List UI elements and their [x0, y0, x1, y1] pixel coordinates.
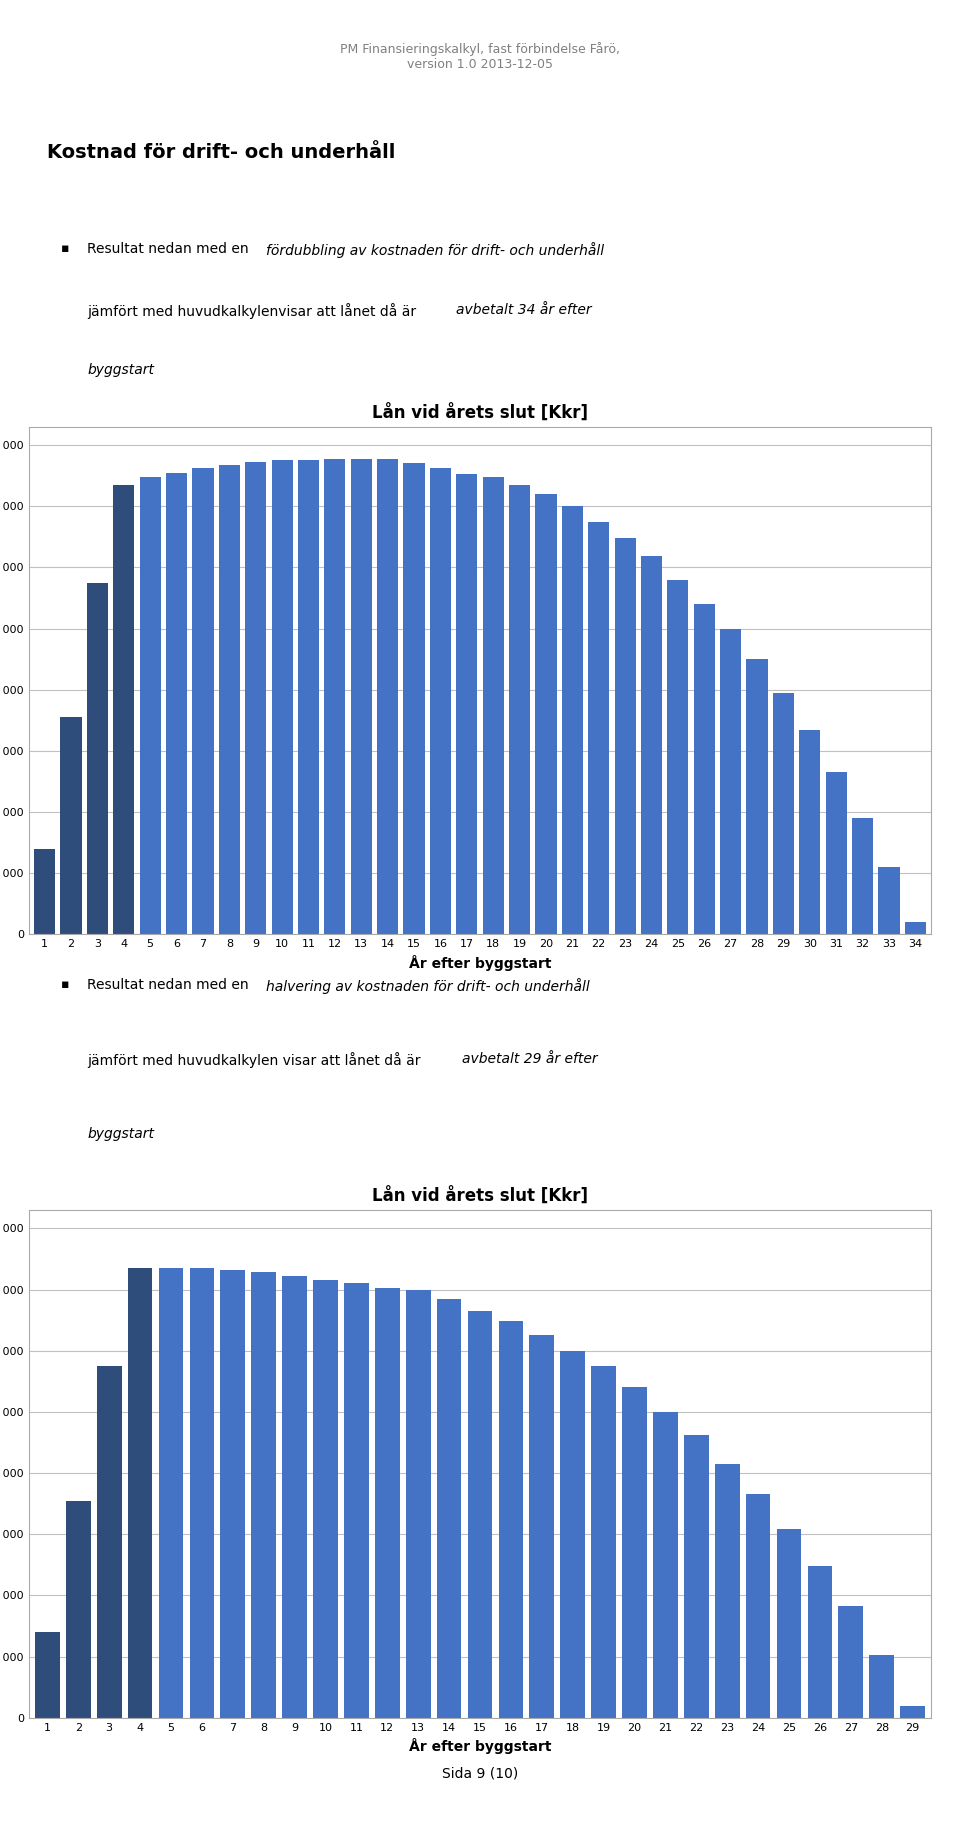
Bar	[66, 1501, 90, 1719]
Bar	[509, 484, 530, 934]
X-axis label: År efter byggstart: År efter byggstart	[409, 954, 551, 971]
Text: jämfört med huvudkalkylen visar att lånet då är: jämfört med huvudkalkylen visar att låne…	[87, 1052, 425, 1068]
Bar	[221, 1269, 245, 1719]
Text: PM Finansieringskalkyl, fast förbindelse Fårö,
version 1.0 2013-12-05: PM Finansieringskalkyl, fast förbindelse…	[340, 42, 620, 72]
Text: byggstart: byggstart	[87, 1127, 155, 1140]
Bar	[430, 468, 451, 934]
Bar	[406, 1289, 430, 1719]
Bar	[900, 1706, 925, 1719]
Bar	[715, 1464, 739, 1719]
Bar	[86, 582, 108, 934]
Bar	[113, 484, 134, 934]
Bar	[905, 923, 926, 934]
Bar	[34, 849, 55, 934]
X-axis label: År efter byggstart: År efter byggstart	[409, 1739, 551, 1754]
Bar	[498, 1321, 523, 1719]
Bar	[530, 1335, 554, 1719]
Bar	[192, 468, 213, 934]
Bar	[747, 659, 768, 934]
Bar	[667, 580, 688, 934]
Text: fördubbling av kostnaden för drift- och underhåll: fördubbling av kostnaden för drift- och …	[266, 243, 604, 258]
Bar	[377, 459, 398, 934]
Bar	[641, 556, 662, 934]
Bar	[272, 460, 293, 934]
Bar	[437, 1299, 462, 1719]
Bar	[468, 1312, 492, 1719]
Bar	[313, 1280, 338, 1719]
Bar	[60, 717, 82, 934]
Bar	[298, 460, 319, 934]
Text: ▪: ▪	[60, 243, 69, 256]
Bar	[252, 1273, 276, 1719]
Bar	[282, 1277, 307, 1719]
Bar	[684, 1435, 708, 1719]
Text: Sida 9 (10): Sida 9 (10)	[442, 1766, 518, 1779]
Text: avbetalt 34 år efter: avbetalt 34 år efter	[456, 302, 591, 317]
Text: Resultat nedan med en: Resultat nedan med en	[87, 243, 253, 256]
Bar	[350, 459, 372, 934]
Bar	[838, 1606, 863, 1719]
Text: Kostnad för drift- och underhåll: Kostnad för drift- och underhåll	[47, 144, 396, 162]
Bar	[97, 1367, 122, 1719]
Bar	[483, 477, 504, 934]
Text: avbetalt 29 år efter: avbetalt 29 år efter	[462, 1052, 597, 1067]
Bar	[653, 1411, 678, 1719]
Bar	[245, 462, 266, 934]
Bar	[746, 1494, 771, 1719]
Bar	[773, 693, 794, 934]
Title: Lån vid årets slut [Kkr]: Lån vid årets slut [Kkr]	[372, 403, 588, 422]
Bar	[158, 1267, 183, 1719]
Bar	[403, 464, 424, 934]
Bar	[720, 628, 741, 934]
Bar	[870, 1654, 894, 1719]
Bar	[166, 473, 187, 934]
Bar	[588, 521, 610, 934]
Bar	[561, 1350, 585, 1719]
Text: Resultat nedan med en: Resultat nedan med en	[87, 978, 253, 993]
Title: Lån vid årets slut [Kkr]: Lån vid årets slut [Kkr]	[372, 1188, 588, 1207]
Bar	[878, 868, 900, 934]
Text: byggstart: byggstart	[87, 363, 155, 378]
Bar	[456, 475, 477, 934]
Bar	[128, 1267, 153, 1719]
Text: halvering av kostnaden för drift- och underhåll: halvering av kostnaden för drift- och un…	[266, 978, 589, 995]
Bar	[852, 818, 874, 934]
Bar	[591, 1367, 616, 1719]
Bar	[622, 1387, 647, 1719]
Bar	[324, 459, 346, 934]
Text: ▪: ▪	[60, 978, 69, 991]
Bar	[375, 1288, 399, 1719]
Bar	[807, 1566, 832, 1719]
Bar	[139, 477, 160, 934]
Bar	[344, 1284, 369, 1719]
Bar	[777, 1529, 802, 1719]
Bar	[614, 538, 636, 934]
Bar	[562, 507, 583, 934]
Bar	[536, 494, 557, 934]
Bar	[800, 729, 821, 934]
Bar	[219, 464, 240, 934]
Bar	[189, 1267, 214, 1719]
Bar	[826, 772, 847, 934]
Text: jämfört med huvudkalkylenvisar att lånet då är: jämfört med huvudkalkylenvisar att lånet…	[87, 302, 420, 319]
Bar	[35, 1632, 60, 1719]
Bar	[694, 604, 715, 934]
